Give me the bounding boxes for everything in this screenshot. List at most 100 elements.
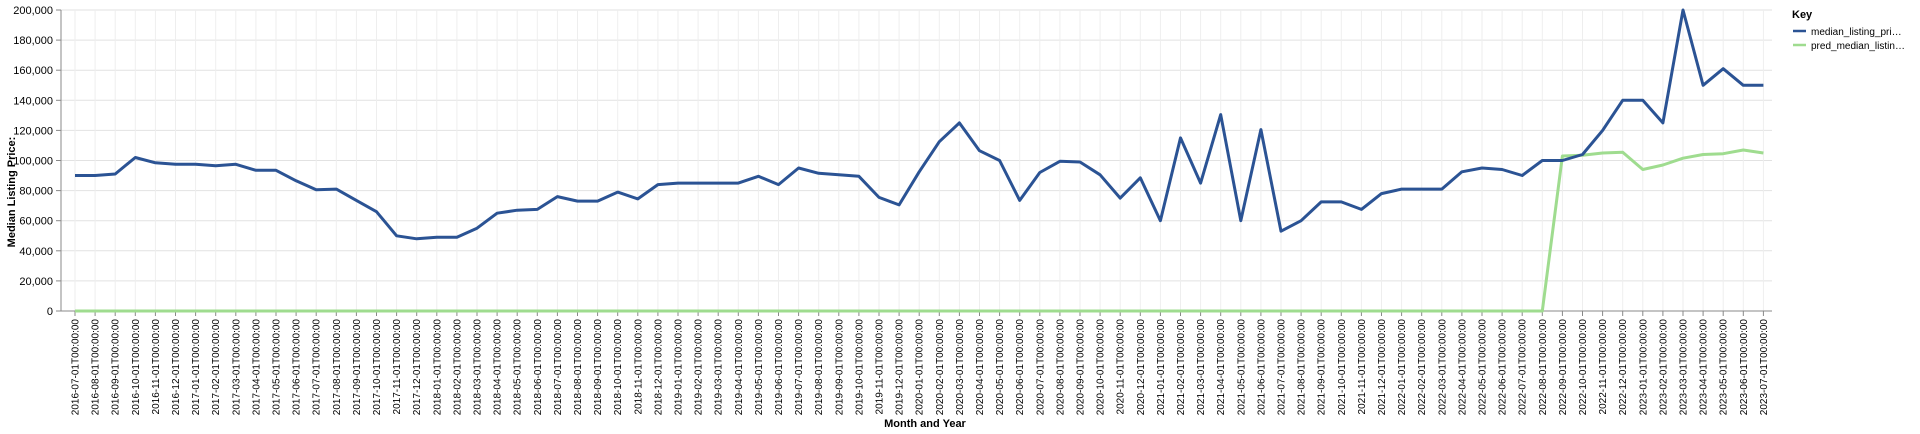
x-tick-label: 2020-11-01T00:00:00 bbox=[1116, 319, 1127, 415]
x-tick-label: 2023-02-01T00:00:00 bbox=[1658, 319, 1669, 416]
x-tick-label: 2017-12-01T00:00:00 bbox=[412, 319, 423, 416]
x-tick-label: 2022-07-01T00:00:00 bbox=[1518, 319, 1529, 416]
x-tick-label: 2016-11-01T00:00:00 bbox=[151, 319, 162, 415]
y-tick-label: 120,000 bbox=[13, 125, 53, 137]
x-tick-label: 2017-11-01T00:00:00 bbox=[392, 319, 403, 415]
y-tick-label: 40,000 bbox=[19, 246, 53, 258]
x-tick-label: 2022-09-01T00:00:00 bbox=[1558, 319, 1569, 416]
x-tick-label: 2023-01-01T00:00:00 bbox=[1638, 319, 1649, 416]
x-tick-label: 2019-11-01T00:00:00 bbox=[875, 319, 886, 415]
y-tick-label: 160,000 bbox=[13, 65, 53, 77]
x-tick-label: 2020-08-01T00:00:00 bbox=[1055, 319, 1066, 416]
x-tick-label: 2021-11-01T00:00:00 bbox=[1357, 319, 1368, 415]
x-tick-label: 2016-08-01T00:00:00 bbox=[91, 319, 102, 416]
x-tick-label: 2018-10-01T00:00:00 bbox=[613, 319, 624, 416]
y-tick-label: 60,000 bbox=[19, 216, 53, 228]
x-tick-label: 2022-06-01T00:00:00 bbox=[1498, 319, 1509, 416]
x-tick-label: 2022-04-01T00:00:00 bbox=[1457, 319, 1468, 416]
x-tick-label: 2017-08-01T00:00:00 bbox=[332, 319, 343, 416]
x-tick-label: 2020-04-01T00:00:00 bbox=[975, 319, 986, 416]
x-tick-label: 2021-12-01T00:00:00 bbox=[1377, 319, 1388, 416]
x-tick-label: 2019-10-01T00:00:00 bbox=[854, 319, 865, 416]
x-tick-label: 2022-11-01T00:00:00 bbox=[1598, 319, 1609, 415]
x-tick-label: 2019-12-01T00:00:00 bbox=[895, 319, 906, 416]
x-tick-label: 2019-02-01T00:00:00 bbox=[694, 319, 705, 416]
gridlines bbox=[61, 9, 1772, 312]
x-tick-label: 2019-07-01T00:00:00 bbox=[794, 319, 805, 416]
x-tick-label: 2021-01-01T00:00:00 bbox=[1156, 319, 1167, 416]
x-tick-label: 2019-09-01T00:00:00 bbox=[834, 319, 845, 416]
x-tick-label: 2018-02-01T00:00:00 bbox=[452, 319, 463, 416]
x-tick-label: 2023-07-01T00:00:00 bbox=[1759, 319, 1770, 416]
x-tick-label: 2018-05-01T00:00:00 bbox=[513, 319, 524, 416]
x-tick-label: 2020-06-01T00:00:00 bbox=[1015, 319, 1026, 416]
legend: Key median_listing_pri… pred_median_listi… bbox=[1792, 9, 1905, 52]
x-tick-label: 2020-03-01T00:00:00 bbox=[955, 319, 966, 416]
x-tick-label: 2023-06-01T00:00:00 bbox=[1739, 319, 1750, 416]
x-tick-label: 2017-10-01T00:00:00 bbox=[372, 319, 383, 416]
x-tick-label: 2021-02-01T00:00:00 bbox=[1176, 319, 1187, 416]
x-tick-label: 2022-08-01T00:00:00 bbox=[1538, 319, 1549, 416]
x-tick-label: 2017-01-01T00:00:00 bbox=[191, 319, 202, 416]
x-tick-label: 2020-02-01T00:00:00 bbox=[935, 319, 946, 416]
x-tick-label: 2018-08-01T00:00:00 bbox=[573, 319, 584, 416]
x-tick-label: 2017-02-01T00:00:00 bbox=[211, 319, 222, 416]
x-tick-label: 2016-09-01T00:00:00 bbox=[111, 319, 122, 416]
x-tick-label: 2021-10-01T00:00:00 bbox=[1337, 319, 1348, 416]
y-tick-label: 20,000 bbox=[19, 276, 53, 288]
x-tick-label: 2019-05-01T00:00:00 bbox=[754, 319, 765, 416]
y-tick-label: 0 bbox=[47, 306, 53, 318]
y-tick-label: 80,000 bbox=[19, 186, 53, 198]
y-tick-label: 140,000 bbox=[13, 95, 53, 107]
x-tick-label: 2022-12-01T00:00:00 bbox=[1618, 319, 1629, 416]
x-tick-label: 2021-04-01T00:00:00 bbox=[1216, 319, 1227, 416]
x-axis: 2016-07-01T00:00:00 2016-08-01T00:00:00 20… bbox=[61, 310, 1772, 416]
x-tick-label: 2021-09-01T00:00:00 bbox=[1317, 319, 1328, 416]
x-tick-label: 2020-10-01T00:00:00 bbox=[1096, 319, 1107, 416]
x-tick-label: 2022-01-01T00:00:00 bbox=[1397, 319, 1408, 416]
x-tick-label: 2022-05-01T00:00:00 bbox=[1478, 319, 1489, 416]
x-tick-label: 2023-05-01T00:00:00 bbox=[1719, 319, 1730, 416]
x-tick-label: 2018-07-01T00:00:00 bbox=[553, 319, 564, 416]
x-tick-label: 2023-04-01T00:00:00 bbox=[1699, 319, 1710, 416]
x-tick-label: 2017-07-01T00:00:00 bbox=[312, 319, 323, 416]
series-lines bbox=[75, 8, 1764, 313]
x-tick-label: 2018-06-01T00:00:00 bbox=[533, 319, 544, 416]
legend-title: Key bbox=[1792, 9, 1813, 21]
x-tick-label: 2020-09-01T00:00:00 bbox=[1076, 319, 1087, 416]
x-tick-label: 2021-03-01T00:00:00 bbox=[1196, 319, 1207, 416]
x-tick-label: 2023-03-01T00:00:00 bbox=[1679, 319, 1690, 416]
series-line-0 bbox=[75, 8, 1764, 241]
x-tick-label: 2018-12-01T00:00:00 bbox=[653, 319, 664, 416]
x-tick-label: 2018-11-01T00:00:00 bbox=[633, 319, 644, 415]
x-tick-label: 2019-08-01T00:00:00 bbox=[814, 319, 825, 416]
x-tick-label: 2018-09-01T00:00:00 bbox=[593, 319, 604, 416]
x-tick-label: 2019-06-01T00:00:00 bbox=[774, 319, 785, 416]
x-tick-label: 2020-12-01T00:00:00 bbox=[1136, 319, 1147, 416]
series-line-1 bbox=[75, 148, 1764, 313]
y-tick-label: 180,000 bbox=[13, 35, 53, 47]
x-tick-label: 2020-07-01T00:00:00 bbox=[1035, 319, 1046, 416]
x-tick-label: 2022-10-01T00:00:00 bbox=[1578, 319, 1589, 416]
x-tick-label: 2021-05-01T00:00:00 bbox=[1236, 319, 1247, 416]
legend-label: pred_median_listin… bbox=[1811, 41, 1905, 52]
x-tick-label: 2019-01-01T00:00:00 bbox=[674, 319, 685, 416]
x-tick-label: 2021-08-01T00:00:00 bbox=[1297, 319, 1308, 416]
x-tick-label: 2019-03-01T00:00:00 bbox=[714, 319, 725, 416]
x-tick-label: 2018-01-01T00:00:00 bbox=[432, 319, 443, 416]
x-tick-label: 2017-04-01T00:00:00 bbox=[251, 319, 262, 416]
x-tick-label: 2018-03-01T00:00:00 bbox=[473, 319, 484, 416]
x-tick-label: 2022-02-01T00:00:00 bbox=[1417, 319, 1428, 416]
y-tick-label: 100,000 bbox=[13, 156, 53, 168]
x-tick-label: 2017-05-01T00:00:00 bbox=[272, 319, 283, 416]
x-tick-label: 2021-06-01T00:00:00 bbox=[1256, 319, 1267, 416]
y-axis-title: Median Listing Price: bbox=[6, 137, 18, 248]
x-tick-label: 2017-09-01T00:00:00 bbox=[352, 319, 363, 416]
x-tick-label: 2016-07-01T00:00:00 bbox=[71, 319, 82, 416]
x-tick-label: 2021-07-01T00:00:00 bbox=[1277, 319, 1288, 416]
x-tick-label: 2016-12-01T00:00:00 bbox=[171, 319, 182, 416]
legend-label: median_listing_pri… bbox=[1811, 27, 1902, 38]
x-axis-title: Month and Year bbox=[884, 418, 966, 430]
x-tick-label: 2017-06-01T00:00:00 bbox=[292, 319, 303, 416]
